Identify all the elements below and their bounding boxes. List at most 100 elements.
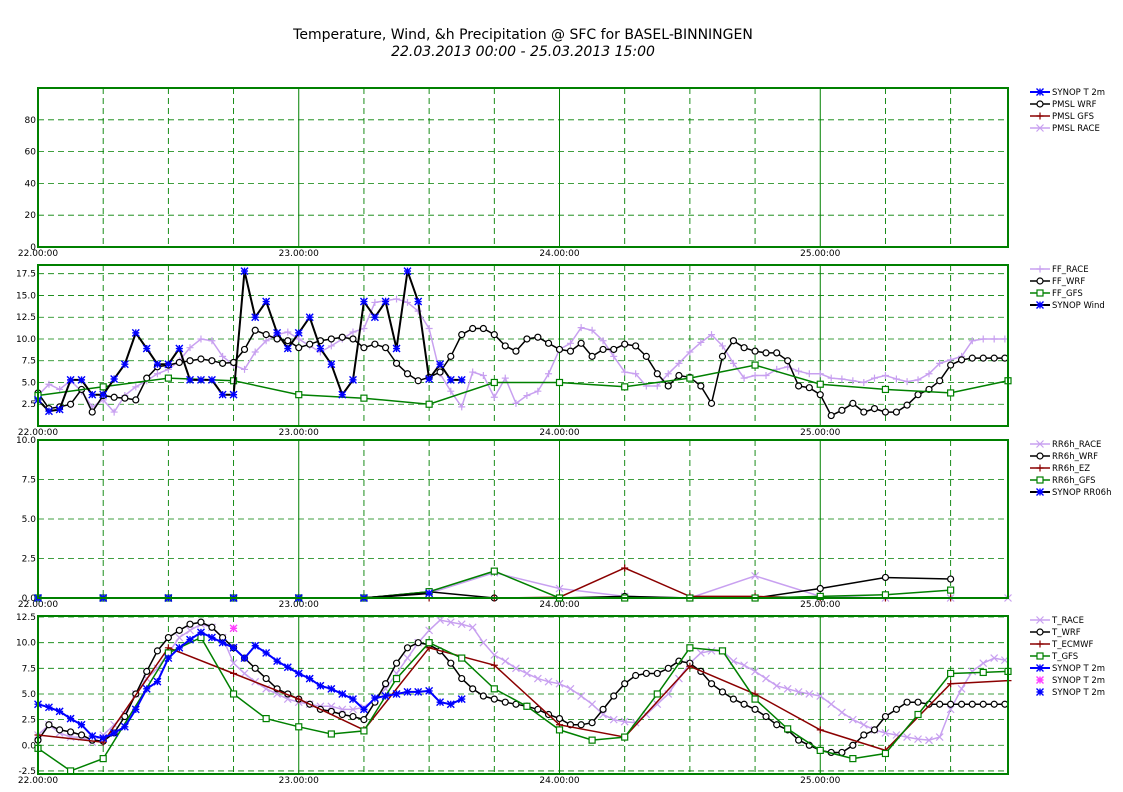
- data-point: [718, 352, 727, 360]
- data-point: [740, 661, 749, 670]
- data-point: [283, 344, 292, 353]
- data-point: [240, 654, 249, 663]
- data-point: [240, 669, 249, 678]
- legend-marker: [1036, 440, 1044, 448]
- series-line: [38, 619, 1006, 744]
- legend-label: PMSL WRF: [1052, 100, 1097, 110]
- data-point: [903, 698, 911, 706]
- data-point: [142, 344, 151, 353]
- data-point: [132, 396, 140, 404]
- data-point: [729, 695, 738, 703]
- data-point: [936, 377, 944, 385]
- data-point: [360, 394, 368, 402]
- data-point: [403, 267, 412, 276]
- data-point: [740, 700, 748, 708]
- data-point: [523, 335, 531, 343]
- data-point: [707, 646, 716, 655]
- data-point: [175, 358, 183, 367]
- data-point: [892, 408, 900, 416]
- data-point: [860, 378, 868, 386]
- data-point: [447, 387, 455, 395]
- panel-frame: [37, 439, 1009, 599]
- data-point: [577, 692, 586, 700]
- data-point: [751, 372, 759, 380]
- data-point: [370, 313, 379, 322]
- data-point: [914, 710, 922, 719]
- legend-marker: [1036, 676, 1044, 684]
- data-point: [653, 700, 662, 709]
- y-tick-label: 40: [25, 179, 37, 189]
- data-point: [707, 399, 716, 407]
- data-point: [599, 337, 607, 345]
- x-tick-label: 24.00:00: [539, 776, 580, 786]
- x-tick-label: 22.00:00: [18, 428, 59, 438]
- legend-marker: [1036, 640, 1044, 648]
- data-point: [968, 667, 977, 676]
- data-point: [403, 298, 411, 306]
- x-tick-label: 24.00:00: [539, 428, 580, 438]
- legend-label: SYNOP RR06h: [1052, 488, 1111, 498]
- data-point: [795, 367, 803, 375]
- series-line: [38, 270, 462, 413]
- data-point: [338, 333, 346, 341]
- data-point: [772, 681, 781, 690]
- data-point: [295, 391, 303, 399]
- data-point: [295, 335, 303, 343]
- data-point: [490, 393, 498, 401]
- data-point: [425, 325, 433, 333]
- data-point: [446, 700, 455, 709]
- legend-label: SYNOP T 2m: [1052, 676, 1105, 686]
- data-point: [208, 357, 216, 365]
- data-point: [425, 400, 433, 408]
- data-point: [566, 339, 574, 347]
- data-point: [175, 344, 184, 353]
- data-point: [751, 695, 759, 703]
- data-point: [653, 669, 661, 678]
- data-point: [544, 339, 553, 347]
- data-point: [77, 375, 86, 384]
- data-point: [751, 705, 759, 713]
- data-point: [838, 375, 846, 383]
- data-point: [979, 668, 987, 677]
- data-point: [588, 700, 597, 709]
- legend-label: RR6h_RACE: [1052, 440, 1101, 450]
- y-tick-label: 20: [25, 211, 37, 221]
- data-point: [164, 654, 173, 663]
- data-point: [610, 692, 618, 700]
- data-point: [468, 623, 477, 632]
- data-point: [708, 331, 716, 339]
- data-point: [881, 573, 890, 582]
- data-point: [664, 370, 672, 378]
- data-point: [490, 661, 498, 669]
- data-point: [490, 685, 498, 693]
- data-point: [360, 344, 368, 352]
- data-point: [327, 684, 336, 693]
- data-point: [621, 564, 629, 572]
- data-point: [632, 370, 640, 378]
- y-tick-label: 80: [25, 116, 37, 126]
- data-point: [219, 352, 227, 360]
- data-point: [979, 659, 988, 668]
- data-point: [99, 383, 107, 391]
- data-point: [164, 360, 173, 369]
- legend-marker: [1036, 652, 1044, 660]
- data-point: [490, 378, 498, 387]
- data-point: [914, 698, 922, 706]
- data-point: [990, 354, 998, 362]
- data-point: [947, 575, 955, 583]
- data-point: [979, 335, 987, 343]
- data-point: [566, 347, 575, 355]
- data-point: [837, 708, 846, 717]
- data-point: [881, 591, 890, 599]
- data-point: [968, 337, 976, 345]
- data-point: [762, 712, 770, 721]
- data-point: [555, 584, 564, 593]
- data-point: [186, 357, 194, 365]
- legend-marker: [1036, 265, 1044, 273]
- data-point: [555, 345, 564, 354]
- data-point: [990, 700, 998, 708]
- data-point: [338, 705, 347, 714]
- data-point: [621, 368, 629, 376]
- data-point: [751, 347, 759, 355]
- data-point: [175, 626, 183, 634]
